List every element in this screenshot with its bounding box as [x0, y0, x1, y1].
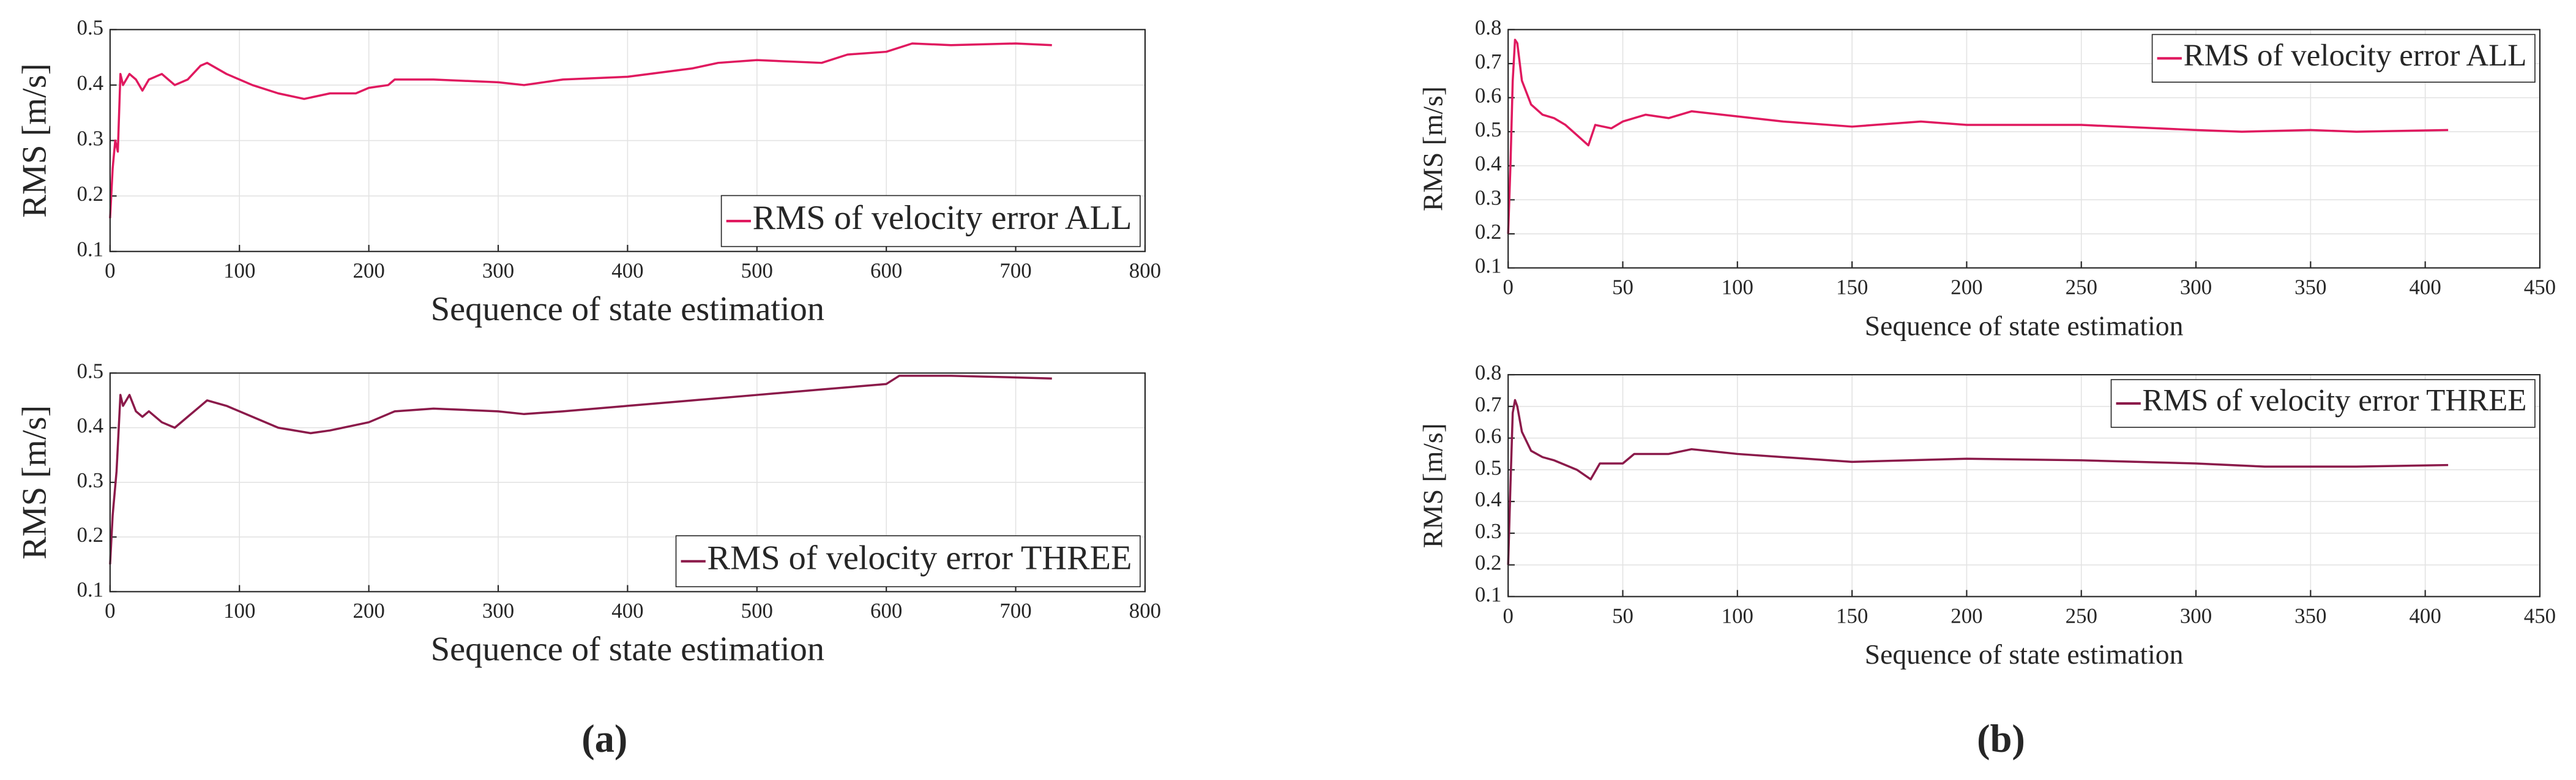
x-tick-label: 0 [1503, 275, 1513, 299]
x-tick-label: 0 [1503, 604, 1513, 628]
x-tick-label: 50 [1612, 604, 1633, 628]
x-tick-label: 350 [2294, 275, 2326, 299]
legend: RMS of velocity error THREE [675, 535, 1141, 588]
y-axis-label: RMS [m/s] [16, 405, 54, 560]
x-tick-label: 0 [105, 599, 115, 623]
data-line [109, 42, 1052, 219]
legend-box [2151, 34, 2536, 83]
y-tick-label: 0.6 [1475, 424, 1502, 448]
y-tick-label: 0.2 [77, 182, 104, 206]
x-tick-label: 150 [1836, 604, 1868, 628]
x-tick-label: 600 [870, 599, 902, 623]
legend-box [720, 195, 1141, 247]
legend-label: RMS of velocity error ALL [2184, 39, 2527, 73]
y-tick-label: 0.1 [1475, 582, 1502, 606]
y-tick-label: 0.4 [1475, 487, 1502, 511]
y-tick-label: 0.8 [1475, 361, 1502, 384]
y-tick-label: 0.6 [1475, 84, 1502, 108]
y-tick-label: 0.1 [1475, 254, 1502, 278]
y-tick-label: 0.5 [77, 15, 104, 39]
y-tick-label: 0.7 [1475, 50, 1502, 73]
x-tick-label: 200 [1951, 275, 1982, 299]
data-line [1507, 39, 2449, 234]
y-tick-label: 0.3 [1475, 519, 1502, 543]
x-tick-label: 0 [105, 259, 115, 283]
y-axis-label: RMS [m/s] [1417, 423, 1449, 548]
x-axis-label: Sequence of state estimation [431, 631, 824, 669]
x-tick-label: 400 [2409, 604, 2441, 628]
data-line [1507, 399, 2449, 565]
x-tick-label: 300 [482, 259, 514, 283]
y-tick-label: 0.5 [77, 359, 104, 383]
y-tick-label: 0.2 [1475, 220, 1502, 244]
y-tick-label: 0.3 [1475, 186, 1502, 209]
x-axis-label: Sequence of state estimation [1865, 639, 2184, 670]
y-tick-label: 0.4 [1475, 152, 1502, 176]
x-tick-label: 600 [870, 259, 902, 283]
data-line [109, 375, 1052, 564]
x-tick-label: 350 [2294, 604, 2326, 628]
x-tick-label: 100 [223, 599, 255, 623]
y-tick-label: 0.1 [77, 577, 104, 601]
legend-label: RMS of velocity error THREE [707, 539, 1132, 577]
legend-label: RMS of velocity error THREE [2143, 384, 2527, 418]
panel-label: (a) [581, 717, 627, 760]
plot-frame [1507, 29, 2541, 269]
x-tick-label: 450 [2524, 604, 2556, 628]
legend: RMS of velocity error THREE [2110, 379, 2536, 428]
x-tick-label: 800 [1129, 259, 1161, 283]
x-tick-label: 450 [2524, 275, 2556, 299]
x-tick-label: 250 [2066, 275, 2097, 299]
x-tick-label: 200 [353, 259, 384, 283]
y-tick-label: 0.3 [77, 127, 104, 151]
x-tick-label: 50 [1612, 275, 1633, 299]
x-tick-label: 300 [2180, 604, 2212, 628]
x-tick-label: 400 [611, 259, 643, 283]
x-tick-label: 300 [482, 599, 514, 623]
x-tick-label: 300 [2180, 275, 2212, 299]
x-tick-label: 150 [1836, 275, 1868, 299]
x-tick-label: 200 [1951, 604, 1982, 628]
y-tick-label: 0.2 [77, 523, 104, 547]
y-tick-label: 0.7 [1475, 392, 1502, 416]
x-tick-label: 100 [1722, 604, 1753, 628]
plot-frame [1507, 373, 2541, 598]
x-tick-label: 500 [741, 599, 773, 623]
y-axis-label: RMS [m/s] [16, 63, 54, 217]
y-tick-label: 0.5 [1475, 456, 1502, 479]
x-tick-label: 200 [353, 599, 384, 623]
y-tick-label: 0.5 [1475, 118, 1502, 141]
legend-box [675, 535, 1141, 588]
legend-label: RMS of velocity error ALL [753, 199, 1132, 237]
x-tick-label: 400 [2409, 275, 2441, 299]
x-tick-label: 700 [999, 259, 1031, 283]
x-tick-label: 800 [1129, 599, 1161, 623]
legend: RMS of velocity error ALL [2151, 34, 2536, 83]
x-tick-label: 100 [223, 259, 255, 283]
y-tick-label: 0.2 [1475, 551, 1502, 575]
y-axis-label: RMS [m/s] [1417, 86, 1449, 211]
y-tick-label: 0.4 [77, 414, 104, 438]
panel-label: (b) [1977, 717, 2025, 760]
y-tick-label: 0.1 [77, 238, 104, 261]
y-tick-label: 0.8 [1475, 15, 1502, 39]
x-tick-label: 400 [611, 599, 643, 623]
legend: RMS of velocity error ALL [720, 195, 1141, 247]
x-tick-label: 100 [1722, 275, 1753, 299]
x-axis-label: Sequence of state estimation [431, 290, 824, 328]
y-tick-label: 0.3 [77, 468, 104, 492]
x-tick-label: 250 [2066, 604, 2097, 628]
plot-frame [109, 29, 1146, 252]
legend-box [2110, 379, 2536, 428]
x-axis-label: Sequence of state estimation [1865, 310, 2184, 341]
plot-frame [109, 372, 1146, 593]
y-tick-label: 0.4 [77, 71, 104, 95]
x-tick-label: 700 [999, 599, 1031, 623]
x-tick-label: 500 [741, 259, 773, 283]
